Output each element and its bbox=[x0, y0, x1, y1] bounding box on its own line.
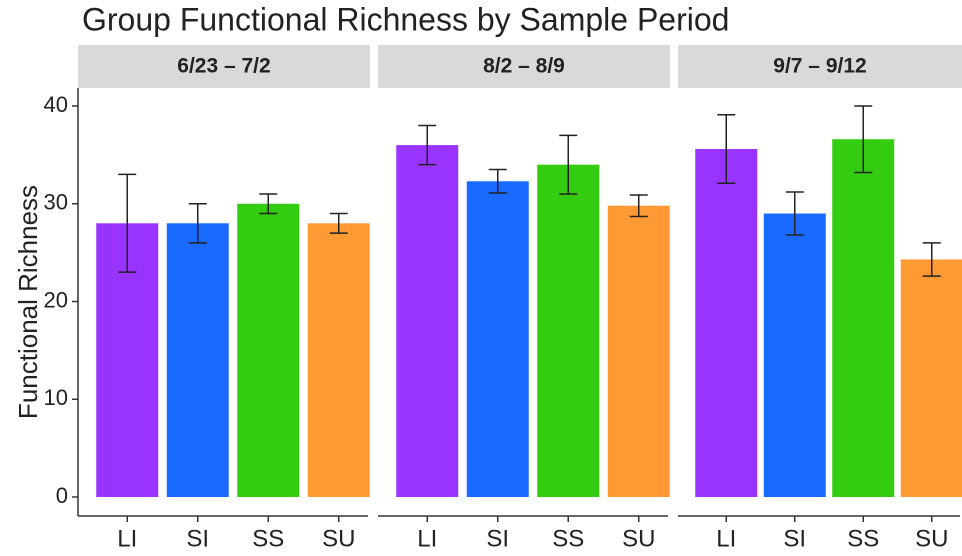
bar bbox=[900, 259, 962, 497]
error-bar bbox=[418, 124, 437, 166]
strip bbox=[678, 45, 962, 88]
x-tick-label: SS bbox=[252, 525, 284, 552]
bar bbox=[307, 223, 370, 498]
bar bbox=[537, 164, 600, 497]
x-tick-label: LI bbox=[117, 525, 137, 552]
y-tick-label: 10 bbox=[44, 385, 68, 410]
y-tick-label: 30 bbox=[44, 190, 68, 215]
y-axis-label: Functional Richness bbox=[13, 185, 43, 419]
bar bbox=[166, 223, 229, 498]
error-bar bbox=[118, 173, 137, 273]
error-bar bbox=[329, 212, 348, 234]
x-tick-label: SU bbox=[915, 525, 948, 552]
error-bar bbox=[629, 194, 648, 218]
strip bbox=[378, 45, 670, 88]
x-tick-label: LI bbox=[417, 525, 437, 552]
x-tick-label: SI bbox=[783, 525, 806, 552]
bar bbox=[607, 205, 670, 497]
error-bar bbox=[922, 242, 941, 277]
x-tick-label: SI bbox=[486, 525, 509, 552]
facet-title: 8/2 – 8/9 bbox=[483, 55, 565, 78]
error-bar bbox=[854, 105, 873, 174]
x-tick-label: SI bbox=[186, 525, 209, 552]
x-tick-label: SU bbox=[622, 525, 655, 552]
x-tick-label: SS bbox=[847, 525, 879, 552]
bar bbox=[695, 149, 758, 497]
bar bbox=[396, 145, 459, 497]
bar bbox=[763, 213, 826, 497]
error-bar bbox=[188, 203, 207, 244]
bar bbox=[237, 203, 300, 497]
x-tick-label: SS bbox=[552, 525, 584, 552]
bar bbox=[832, 139, 895, 498]
strip bbox=[78, 45, 370, 88]
y-tick-label: 20 bbox=[44, 287, 68, 312]
y-tick-label: 40 bbox=[44, 92, 68, 117]
x-tick-label: SU bbox=[322, 525, 355, 552]
error-bar bbox=[559, 134, 578, 195]
error-bar bbox=[717, 114, 736, 184]
error-bar bbox=[785, 191, 804, 236]
facet-title: 9/7 – 9/12 bbox=[773, 55, 866, 78]
bar bbox=[466, 181, 529, 497]
y-tick-label: 0 bbox=[56, 483, 68, 508]
error-bar bbox=[259, 193, 278, 215]
x-tick-label: LI bbox=[716, 525, 736, 552]
facet-title: 6/23 – 7/2 bbox=[177, 55, 270, 78]
error-bar bbox=[488, 168, 507, 194]
chart-title: Group Functional Richness by Sample Peri… bbox=[82, 1, 729, 37]
